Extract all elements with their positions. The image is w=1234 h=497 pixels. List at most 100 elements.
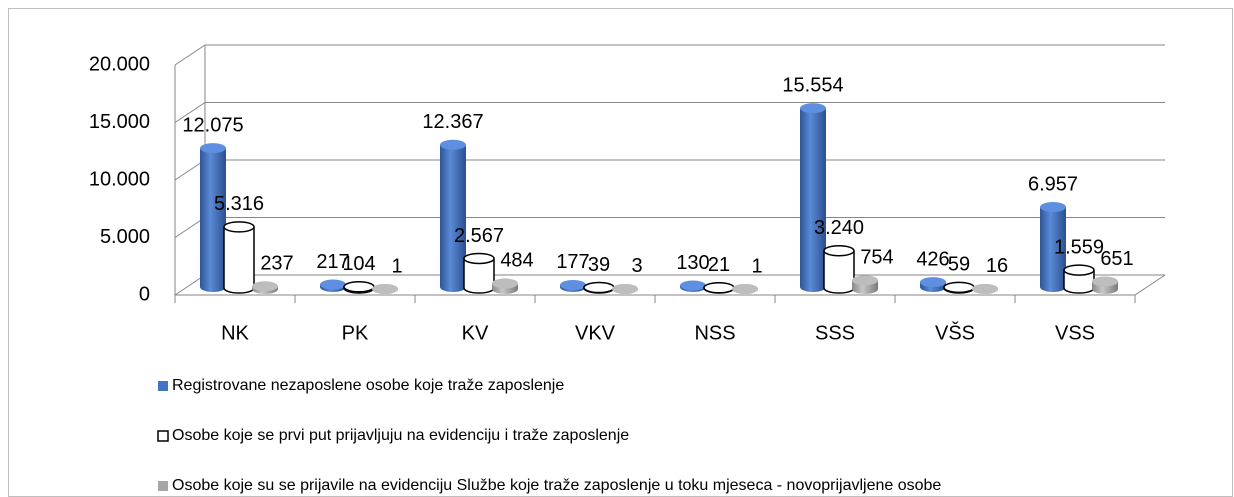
cylinder-top (800, 103, 826, 114)
cylinder (372, 283, 398, 294)
cylinder-top (200, 143, 226, 154)
value-label: 217 (316, 251, 349, 273)
value-label: 59 (948, 254, 970, 276)
value-label: 3.240 (814, 217, 864, 239)
legend-label: Osobe koje se prvi put prijavljuju na ev… (172, 427, 629, 444)
y-tick-label: 20.000 (89, 53, 150, 75)
cylinder (463, 252, 495, 294)
y-tick-label: 10.000 (89, 168, 150, 190)
cylinder (252, 281, 278, 294)
cylinder (343, 281, 375, 294)
value-label: 21 (708, 254, 730, 276)
cylinder-top (492, 278, 518, 289)
value-label: 237 (260, 253, 293, 275)
cylinder-top (852, 275, 878, 286)
cylinder-top (823, 244, 855, 257)
cylinder-body (1040, 206, 1066, 287)
value-label: 1 (751, 255, 762, 277)
value-label: 177 (556, 251, 589, 273)
cylinder-body (224, 226, 254, 288)
cylinder-top (920, 277, 946, 288)
cylinder (703, 282, 735, 294)
x-tick-label: PK (342, 322, 369, 344)
x-tick-label: KV (462, 322, 489, 344)
legend-label: Registrovane nezaposlene osobe koje traž… (172, 377, 564, 394)
cylinder (440, 139, 466, 292)
value-label: 12.075 (182, 114, 243, 136)
legend-swatch (158, 381, 168, 391)
value-label: 39 (588, 254, 610, 276)
value-label: 104 (342, 253, 375, 275)
cylinder-top (732, 283, 758, 294)
cylinder (1092, 276, 1118, 294)
cylinder-body (800, 108, 826, 287)
legend-swatch (158, 481, 168, 491)
x-tick-label: VKV (575, 322, 616, 344)
cylinder-top (612, 283, 638, 294)
value-label: 3 (631, 255, 642, 277)
cylinder-top (1063, 264, 1095, 276)
cylinder-top (372, 283, 398, 294)
cylinder-top (440, 139, 466, 150)
cylinder-top (703, 282, 735, 294)
cylinder (920, 277, 946, 292)
cylinder-top (583, 281, 615, 294)
value-label: 1 (391, 255, 402, 277)
cylinder (612, 283, 638, 294)
value-label: 15.554 (782, 74, 843, 96)
cylinder-top (680, 280, 706, 291)
cylinder (492, 278, 518, 294)
cylinder-top (560, 279, 586, 290)
cylinder (972, 283, 998, 294)
cylinder (1040, 201, 1066, 292)
y-tick-label: 0 (139, 283, 150, 305)
x-tick-label: VŠS (935, 321, 975, 344)
x-tick-label: NSS (694, 322, 735, 344)
grid-line-side (174, 44, 206, 66)
cylinder-top (463, 252, 495, 265)
y-tick-label: 15.000 (89, 111, 150, 133)
cylinder-body (824, 250, 854, 288)
y-tick-label: 5.000 (100, 226, 150, 248)
cylinder-top (943, 281, 975, 294)
value-label: 2.567 (454, 225, 504, 247)
value-label: 12.367 (422, 111, 483, 133)
cylinder (560, 279, 586, 292)
cylinder (1063, 264, 1095, 294)
cylinder (823, 244, 855, 294)
value-label: 484 (500, 250, 533, 272)
cylinder-top (343, 281, 375, 293)
grid-line-side (174, 102, 206, 123)
cylinder-top (1040, 201, 1066, 212)
value-label: 1.559 (1054, 236, 1104, 258)
cylinder-top (1092, 276, 1118, 287)
cylinder (732, 283, 758, 294)
value-label: 130 (676, 252, 709, 274)
value-label: 5.316 (214, 193, 264, 215)
x-tick-label: VSS (1055, 322, 1095, 344)
cylinder (583, 281, 615, 294)
value-label: 651 (1100, 248, 1133, 270)
cylinder (223, 221, 255, 294)
cylinder (800, 103, 826, 292)
cylinder (943, 281, 975, 294)
cylinder-body (440, 144, 466, 287)
cylinder (320, 279, 346, 292)
cylinder-top (252, 281, 278, 292)
value-label: 426 (916, 248, 949, 270)
x-tick-label: NK (221, 322, 249, 344)
cylinder (852, 275, 878, 294)
cylinder-top (320, 279, 346, 290)
legend-label: Osobe koje su se prijavile na evidenciju… (172, 477, 941, 494)
cylinder-top (223, 221, 255, 233)
cylinder (680, 280, 706, 292)
legend-swatch (157, 430, 169, 442)
value-label: 16 (986, 255, 1008, 277)
cylinder-top (972, 283, 998, 294)
cylinder-body (200, 148, 226, 287)
x-tick-label: SSS (815, 322, 855, 344)
cylinder (200, 143, 226, 292)
value-label: 6.957 (1028, 173, 1078, 195)
value-label: 754 (860, 247, 893, 269)
